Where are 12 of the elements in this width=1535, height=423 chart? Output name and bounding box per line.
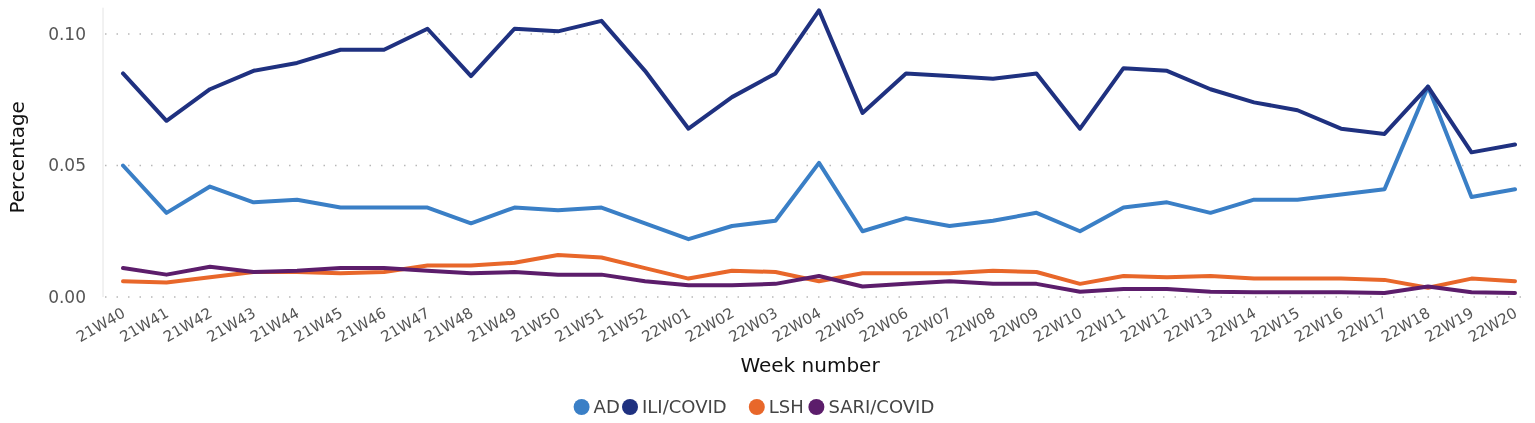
line-series [121,264,1517,296]
y-tick-label: 0.00 [48,286,86,307]
y-axis-title: Percentage [5,101,29,214]
legend-label: LSH [768,396,804,418]
legend-label: ILI/COVID [642,396,727,418]
line-series [121,8,1517,155]
y-tick-label: 0.10 [48,23,86,44]
legend-label: SARI/COVID [828,396,935,418]
y-tick-label: 0.05 [48,155,86,176]
x-axis-title: Week number [740,353,881,377]
line-series [121,252,1517,290]
legend-label: AD [593,396,620,418]
